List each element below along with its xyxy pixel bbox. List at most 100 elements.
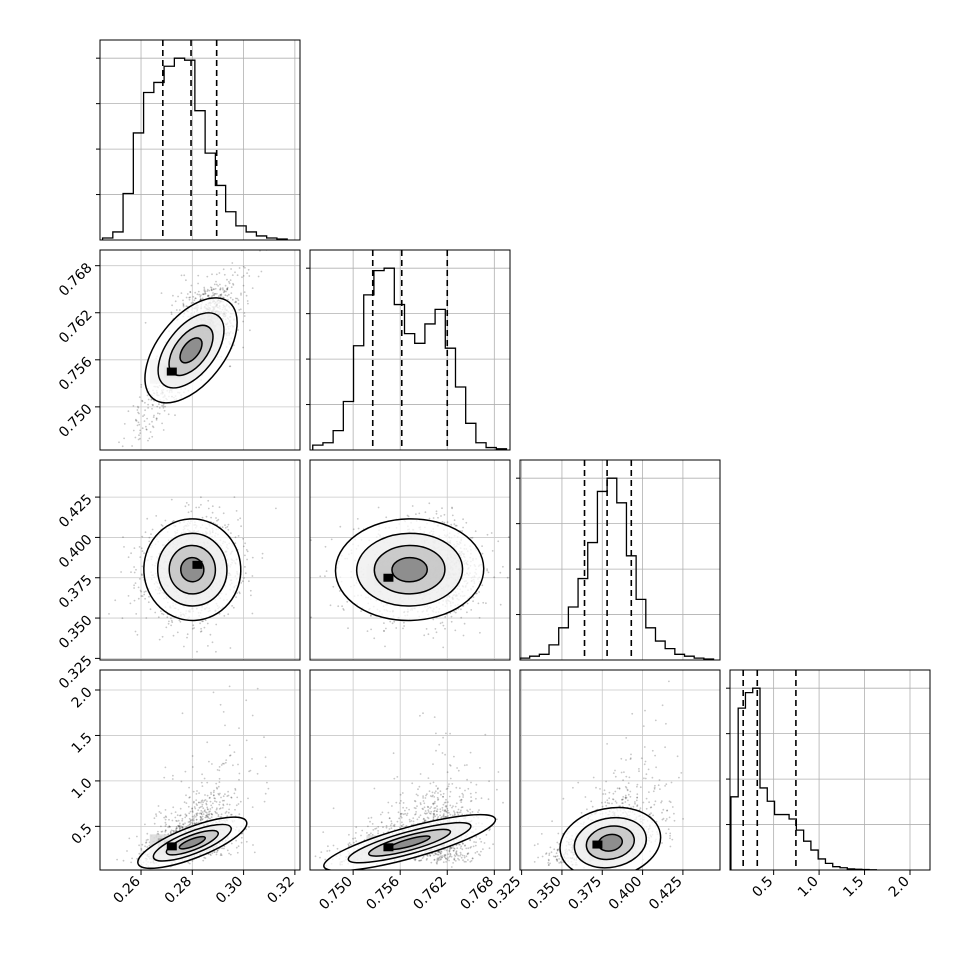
- scatter-point: [247, 268, 250, 271]
- scatter-point: [137, 597, 140, 600]
- scatter-point: [157, 412, 159, 415]
- scatter-point: [506, 576, 509, 579]
- scatter-point: [130, 552, 133, 555]
- scatter-point: [427, 633, 430, 636]
- scatter-point: [250, 594, 252, 597]
- scatter-point: [206, 288, 209, 291]
- scatter-point: [211, 273, 213, 276]
- scatter-point: [189, 296, 192, 299]
- scatter-point: [210, 816, 213, 818]
- scatter-point: [144, 597, 147, 600]
- density-peak-cell: [166, 367, 177, 376]
- scatter-point: [389, 620, 392, 623]
- scatter-point: [181, 712, 184, 715]
- scatter-point: [226, 288, 229, 290]
- scatter-point: [181, 819, 184, 822]
- scatter-point: [356, 518, 359, 520]
- scatter-point: [478, 591, 480, 593]
- histogram-bar: [435, 309, 445, 450]
- scatter-point: [144, 531, 147, 534]
- scatter-point: [235, 510, 238, 512]
- scatter-point: [201, 818, 204, 820]
- scatter-point: [165, 823, 168, 826]
- scatter-point: [145, 428, 148, 431]
- scatter-point: [196, 804, 199, 806]
- scatter-point: [191, 815, 194, 818]
- scatter-point: [185, 502, 188, 504]
- scatter-point: [232, 606, 235, 609]
- scatter-point: [190, 510, 193, 513]
- scatter-point: [193, 800, 195, 803]
- scatter-point: [196, 650, 198, 653]
- scatter-point: [158, 412, 161, 415]
- scatter-point: [481, 545, 483, 547]
- scatter-point: [231, 274, 234, 276]
- scatter-point: [403, 621, 405, 624]
- scatter-point: [215, 273, 218, 276]
- scatter-point: [246, 550, 249, 553]
- scatter-point: [182, 304, 185, 306]
- scatter-point: [204, 816, 207, 819]
- scatter-point: [216, 519, 218, 522]
- scatter-point: [329, 604, 332, 607]
- scatter-point: [212, 292, 214, 294]
- scatter-point: [201, 803, 204, 806]
- scatter-point: [149, 608, 152, 611]
- scatter-point: [108, 613, 110, 615]
- scatter-point: [235, 297, 237, 300]
- scatter-point: [227, 528, 230, 531]
- scatter-point: [235, 596, 238, 598]
- scatter-point: [161, 635, 164, 638]
- scatter-point: [211, 505, 214, 508]
- scatter-point: [178, 822, 181, 825]
- scatter-point: [485, 602, 487, 605]
- scatter-point: [183, 645, 185, 648]
- scatter-point: [208, 289, 211, 292]
- scatter-point: [206, 622, 209, 625]
- scatter-point: [203, 856, 206, 859]
- scatter-point: [137, 438, 140, 441]
- scatter-point: [234, 808, 236, 811]
- scatter-point: [219, 288, 222, 291]
- scatter-point: [187, 511, 190, 514]
- scatter-point: [213, 851, 216, 853]
- scatter-point: [170, 313, 173, 315]
- histogram-outline: [101, 57, 288, 240]
- scatter-point: [191, 755, 194, 757]
- scatter-point: [425, 628, 428, 630]
- scatter-point: [437, 516, 439, 519]
- scatter-point: [186, 633, 189, 636]
- scatter-point: [204, 291, 207, 294]
- scatter-point: [213, 292, 216, 295]
- scatter-point: [339, 525, 342, 528]
- scatter-point: [229, 647, 232, 649]
- scatter-point: [191, 818, 194, 821]
- scatter-point: [325, 570, 328, 572]
- scatter-point: [168, 826, 171, 828]
- scatter-point: [224, 294, 227, 297]
- scatter-point: [193, 822, 196, 824]
- density-peak-cell: [383, 573, 394, 582]
- scatter-point: [251, 758, 253, 760]
- scatter-point: [243, 315, 246, 317]
- scatter-point: [191, 766, 194, 768]
- scatter-point: [172, 520, 175, 522]
- scatter-point: [244, 266, 246, 269]
- scatter-point: [235, 301, 238, 304]
- scatter-point: [205, 803, 208, 806]
- scatter-point: [194, 297, 197, 300]
- scatter-point: [201, 785, 204, 787]
- scatter-point: [242, 320, 245, 323]
- scatter-point: [205, 802, 208, 805]
- scatter-point: [140, 386, 143, 388]
- scatter-point: [163, 409, 166, 412]
- scatter-point: [462, 634, 465, 637]
- scatter-point: [122, 859, 125, 862]
- scatter-point: [206, 275, 209, 278]
- scatter-point: [196, 814, 198, 817]
- scatter-point: [224, 524, 226, 527]
- histogram-bar: [343, 402, 353, 450]
- histogram-bar: [588, 543, 598, 660]
- scatter-point: [135, 418, 137, 421]
- histogram-bar: [559, 628, 569, 660]
